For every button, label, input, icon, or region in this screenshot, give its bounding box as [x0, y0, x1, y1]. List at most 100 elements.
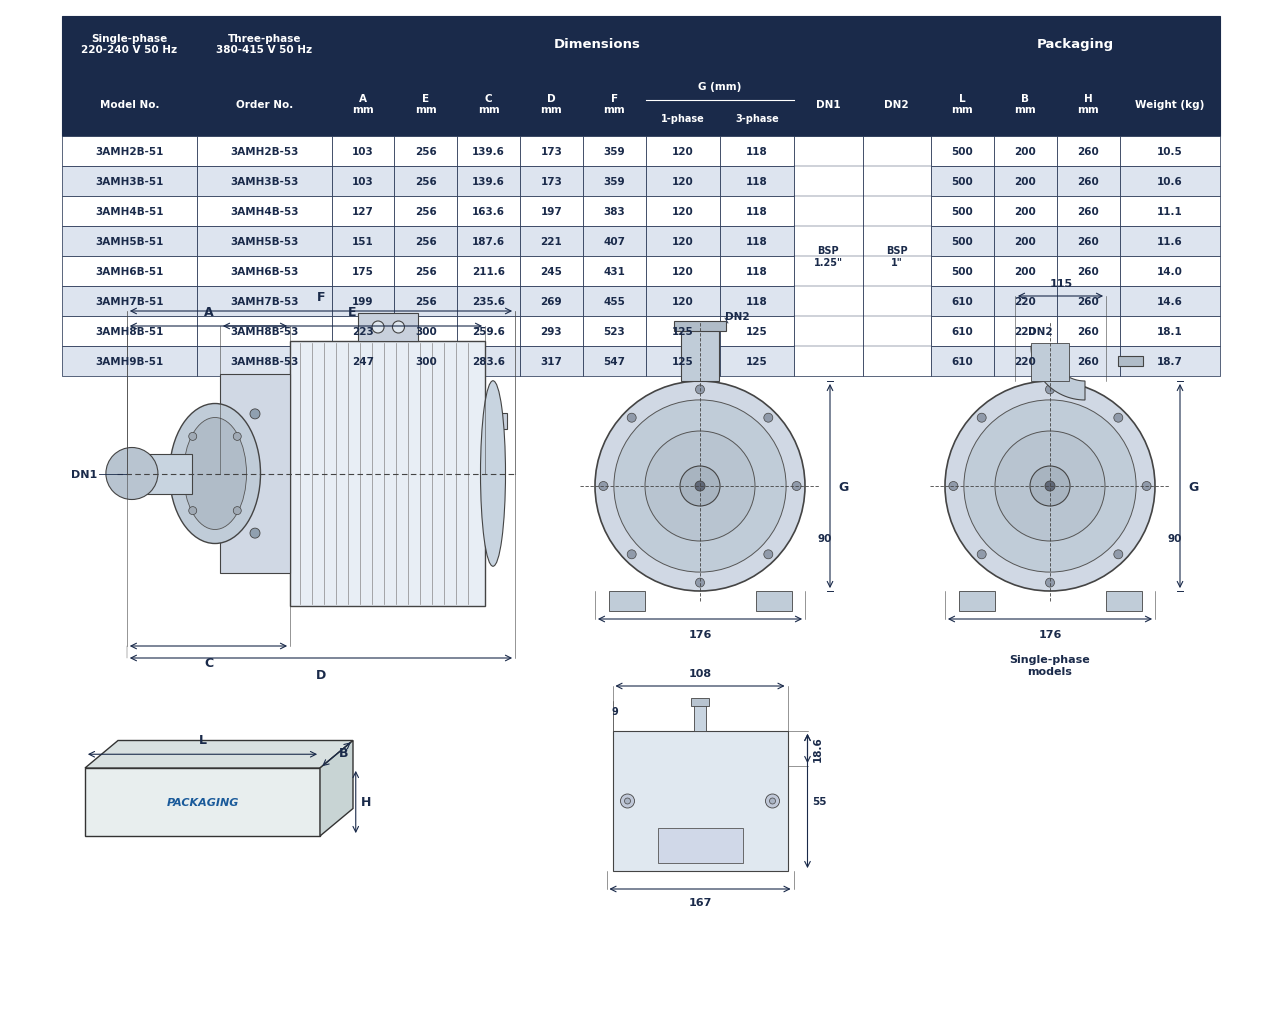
Bar — [1030, 344, 1069, 381]
Text: 118: 118 — [746, 296, 768, 306]
Circle shape — [627, 550, 636, 559]
Bar — [993, 226, 1057, 257]
Bar — [457, 316, 520, 347]
Text: 3AMH6B-53: 3AMH6B-53 — [230, 267, 298, 277]
Bar — [197, 167, 332, 197]
Circle shape — [680, 466, 719, 507]
Bar — [931, 167, 993, 197]
Bar — [520, 226, 582, 257]
Text: A: A — [204, 305, 214, 318]
Bar — [1057, 72, 1120, 136]
Bar — [645, 101, 719, 136]
Text: 55: 55 — [813, 797, 827, 806]
Bar — [1120, 257, 1220, 287]
Text: 200: 200 — [1015, 177, 1037, 187]
Text: 260: 260 — [1078, 147, 1100, 157]
Bar — [1117, 357, 1143, 367]
Circle shape — [948, 482, 957, 491]
Bar — [485, 413, 507, 429]
Text: 200: 200 — [1015, 207, 1037, 216]
Bar — [755, 591, 791, 612]
Text: 221: 221 — [540, 237, 562, 247]
Text: 247: 247 — [352, 357, 374, 367]
Text: 139.6: 139.6 — [472, 177, 506, 187]
Bar — [457, 287, 520, 316]
Bar — [691, 699, 709, 707]
Bar — [197, 287, 332, 316]
Circle shape — [695, 385, 704, 394]
Text: 108: 108 — [689, 668, 712, 678]
Circle shape — [792, 482, 801, 491]
Bar — [719, 101, 794, 136]
Circle shape — [1114, 413, 1123, 423]
Bar — [993, 167, 1057, 197]
Circle shape — [1046, 578, 1055, 587]
Circle shape — [695, 481, 705, 491]
Bar — [132, 454, 192, 494]
Text: 317: 317 — [540, 357, 562, 367]
Text: 211.6: 211.6 — [472, 267, 506, 277]
Circle shape — [764, 413, 773, 423]
Circle shape — [614, 400, 786, 572]
Text: 359: 359 — [603, 177, 625, 187]
Bar — [931, 316, 993, 347]
Bar — [1120, 316, 1220, 347]
Circle shape — [233, 433, 241, 441]
Circle shape — [765, 795, 780, 808]
Text: Model No.: Model No. — [100, 99, 159, 109]
Bar — [61, 347, 197, 377]
Bar — [931, 226, 993, 257]
Bar — [1120, 347, 1220, 377]
Text: 256: 256 — [415, 237, 436, 247]
Text: 3AMH2B-53: 3AMH2B-53 — [230, 147, 298, 157]
Text: 118: 118 — [746, 267, 768, 277]
Bar — [520, 257, 582, 287]
Bar — [457, 136, 520, 167]
Bar — [61, 316, 197, 347]
Text: 200: 200 — [1015, 147, 1037, 157]
Text: 120: 120 — [672, 147, 694, 157]
Text: 125: 125 — [746, 357, 768, 367]
Bar — [457, 257, 520, 287]
Text: 120: 120 — [672, 237, 694, 247]
Text: 407: 407 — [603, 237, 625, 247]
Bar — [645, 197, 719, 226]
Bar — [582, 316, 645, 347]
Bar — [332, 287, 394, 316]
Bar — [332, 136, 394, 167]
Ellipse shape — [480, 381, 506, 567]
Text: 125: 125 — [672, 357, 694, 367]
Bar — [1120, 226, 1220, 257]
Circle shape — [977, 550, 986, 559]
Circle shape — [945, 381, 1155, 591]
Bar — [394, 226, 457, 257]
Text: Dimensions: Dimensions — [553, 38, 640, 51]
Text: PACKAGING: PACKAGING — [166, 798, 238, 807]
Bar — [61, 17, 197, 72]
Text: 3AMH3B-53: 3AMH3B-53 — [230, 177, 298, 187]
Text: 256: 256 — [415, 267, 436, 277]
Bar — [394, 316, 457, 347]
Circle shape — [627, 413, 636, 423]
Bar — [719, 72, 794, 136]
Circle shape — [1142, 482, 1151, 491]
Bar — [197, 347, 332, 377]
Text: 235.6: 235.6 — [472, 296, 506, 306]
Bar — [582, 167, 645, 197]
Text: 500: 500 — [951, 237, 973, 247]
Text: 3AMH6B-51: 3AMH6B-51 — [95, 267, 164, 277]
Text: 90: 90 — [817, 534, 832, 544]
Text: 260: 260 — [1078, 207, 1100, 216]
Text: G (mm): G (mm) — [698, 82, 741, 92]
Bar — [520, 197, 582, 226]
Text: 18.7: 18.7 — [1157, 357, 1183, 367]
Text: 175: 175 — [352, 267, 374, 277]
Bar — [1120, 72, 1220, 136]
Circle shape — [977, 413, 986, 423]
Text: 256: 256 — [415, 177, 436, 187]
Bar — [332, 167, 394, 197]
Text: 173: 173 — [540, 147, 562, 157]
Bar — [719, 287, 794, 316]
Bar — [1120, 197, 1220, 226]
Text: 103: 103 — [352, 147, 374, 157]
